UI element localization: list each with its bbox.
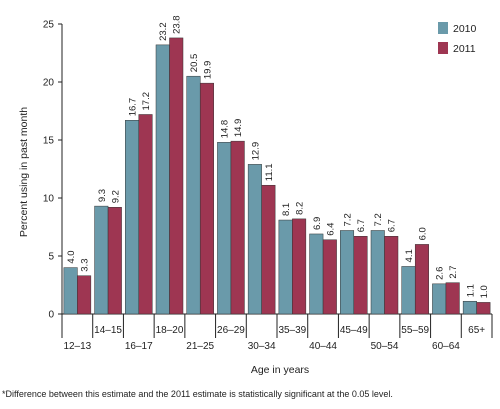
bar-2011-13 [445,282,460,315]
x-tick-label: 55–59 [401,325,429,336]
data-label-2010-11: 7.2 [373,213,384,226]
bar-2011-1 [77,275,92,315]
legend: 2010 2011 [438,22,477,55]
bar-2011-11 [384,236,399,315]
data-label-2011-4: 23.8 [172,15,183,34]
data-label-2011-13: 2.7 [448,265,459,278]
bar-2011-2 [107,207,122,315]
data-label-2011-11: 6.7 [387,219,398,232]
bar-2010-3 [125,120,140,315]
data-label-2010-3: 16.7 [128,98,139,117]
legend-label-2010: 2010 [453,23,477,35]
y-tick-label: 10 [43,194,55,205]
data-label-2011-8: 8.2 [295,202,306,215]
x-tick-label: 40–44 [309,341,337,352]
y-tick-label: 15 [43,136,55,147]
bar-2010-8 [278,219,293,315]
y-tick-label: 20 [43,78,55,89]
x-tick-label: 16–17 [125,341,153,352]
bar-2010-13 [432,283,447,315]
data-label-2011-1: 3.3 [80,259,91,272]
x-tick-label: 30–34 [248,341,276,352]
x-tick-label: 35–39 [278,325,306,336]
x-tick-label: 12–13 [63,341,91,352]
bar-2011-6 [230,140,245,315]
bar-2011-5 [199,82,214,315]
bar-2010-12 [401,266,416,315]
x-tick-label: 65+ [468,325,485,336]
data-label-2011-7: 11.1 [264,163,275,181]
data-label-2010-10: 7.2 [343,213,354,226]
data-label-2010-14: 1.1 [465,284,476,297]
data-label-2010-13: 2.6 [435,267,446,280]
data-label-2010-6: 14.8 [220,120,231,139]
footnote: *Difference between this estimate and th… [2,389,393,399]
x-tick-label: 60–64 [432,341,460,352]
bar-chart: 0 5 10 15 20 25 12–1314–1516–1718–2021–2526–2… [18,15,493,376]
data-label-2011-6: 14.9 [233,119,244,138]
x-tick-label: 50–54 [371,341,399,352]
x-tick-label: 18–20 [156,325,184,336]
bar-2011-7 [261,184,276,315]
x-tick-label: 45–49 [340,325,368,336]
y-tick-label: 25 [43,20,55,31]
data-label-2011-12: 6.0 [417,227,428,240]
data-label-2011-3: 17.2 [141,92,152,111]
data-labels: 4.0 9.3 16.7 23.2 20.5 14.8 12.9 8.1 6.9 7.2 7.2 4.… [66,15,490,298]
bar-2010-11 [370,230,385,315]
data-label-2010-8: 8.1 [281,203,292,216]
legend-swatch-2011 [438,42,448,54]
bar-2011-8 [292,218,307,315]
data-label-2011-14: 1.0 [479,285,490,298]
y-tick-label: 5 [48,252,54,263]
bar-2010-9 [309,233,324,315]
y-axis-title: Percent using in past month [18,107,30,237]
bar-2011-14 [476,302,491,315]
data-label-2011-5: 19.9 [202,61,213,80]
data-label-2010-4: 23.2 [158,22,169,41]
bar-2011-9 [322,239,337,315]
bar-2010-10 [340,230,355,315]
data-label-2010-7: 12.9 [250,142,261,161]
legend-label-2011: 2011 [453,43,476,55]
bar-2010-14 [462,300,477,315]
bar-2010-1 [63,267,78,315]
bar-2010-4 [155,44,170,315]
data-label-2011-2: 9.2 [110,190,121,203]
bar-2011-4 [169,37,184,315]
data-label-2010-2: 9.3 [97,189,108,202]
bar-2011-10 [353,236,368,315]
bar-2010-6 [217,142,232,315]
y-axis: 0 5 10 15 20 25 [43,20,63,321]
x-axis: 12–1314–1516–1718–2021–2526–2930–3435–39… [61,313,493,352]
data-label-2010-5: 20.5 [189,54,200,73]
x-tick-label: 14–15 [94,325,122,336]
bar-2011-3 [138,114,153,315]
data-label-2010-9: 6.9 [312,217,323,230]
bar-2010-7 [247,164,262,315]
x-tick-label: 21–25 [186,341,214,352]
data-label-2010-12: 4.1 [404,249,415,262]
bar-2010-5 [186,75,201,315]
data-label-2010-1: 4.0 [66,250,77,263]
bar-2010-2 [94,205,109,315]
y-tick-label: 0 [48,310,54,321]
bars [63,37,491,315]
x-tick-label: 26–29 [217,325,245,336]
data-label-2011-9: 6.4 [325,223,336,236]
x-axis-title: Age in years [251,364,309,376]
bar-2011-12 [414,244,429,315]
data-label-2011-10: 6.7 [356,219,367,232]
legend-swatch-2010 [438,22,448,34]
